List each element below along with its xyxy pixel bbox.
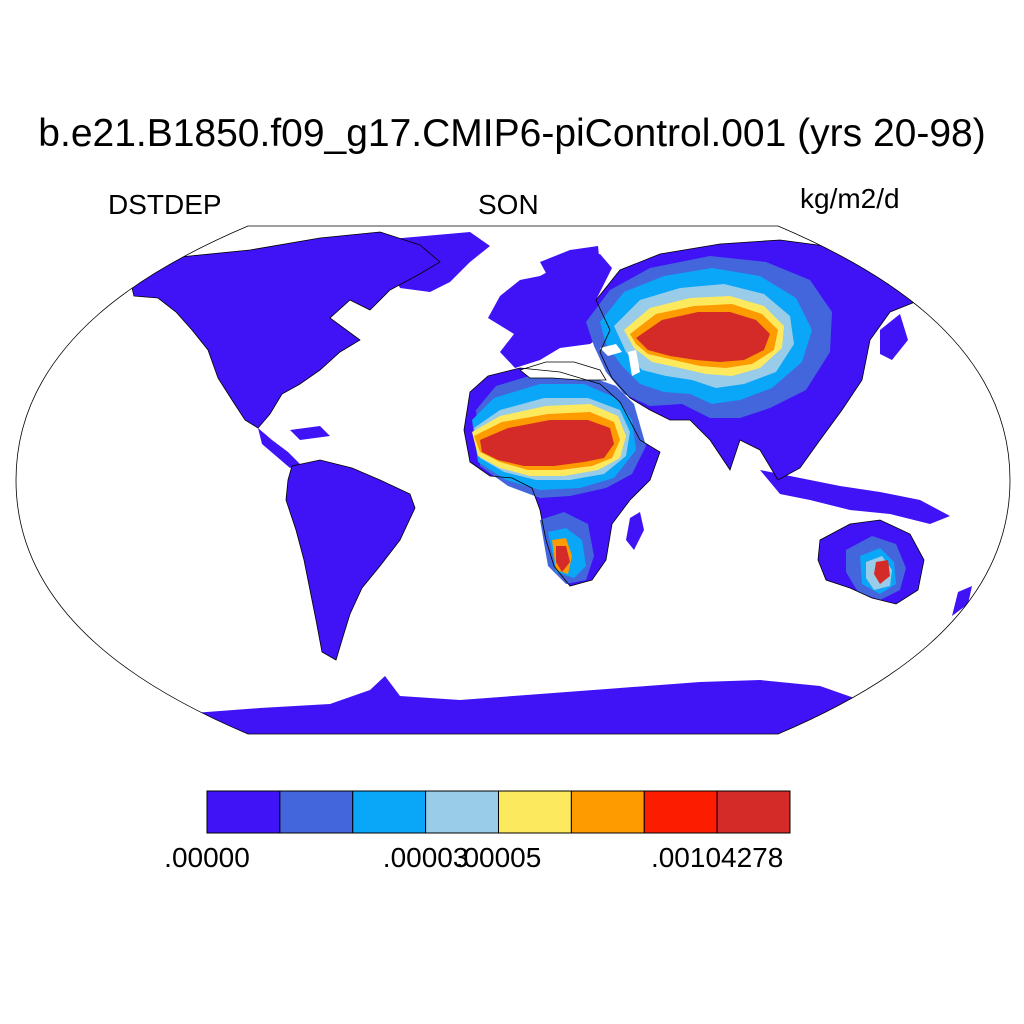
colorbar-box [643, 790, 718, 834]
colorbar-tick-label: .00003 [382, 842, 469, 873]
madagascar [626, 512, 644, 550]
colorbar-box [206, 790, 281, 834]
antarctica [150, 676, 900, 734]
colorbar-tick-label: .00000 [164, 842, 250, 873]
north-america [130, 232, 440, 428]
season-label: SON [478, 189, 539, 220]
central-america [258, 428, 300, 468]
south-america [286, 460, 415, 660]
colorbar-box [425, 790, 499, 834]
units-label: kg/m2/d [800, 183, 900, 214]
europe [488, 254, 612, 368]
map-layer [129, 231, 972, 734]
caribbean [290, 426, 330, 440]
new-zealand [952, 586, 972, 616]
colorbar-box [570, 790, 645, 834]
map-border [15, 225, 1011, 735]
colorbar-tick-label: .00005 [455, 842, 542, 873]
colorbar-tick-label: .00104278 [650, 842, 784, 873]
inland-seas [520, 344, 640, 380]
colorbar-box [279, 790, 354, 834]
scandinavia [540, 246, 600, 284]
southeast-asia-islands [760, 470, 950, 524]
colorbar-box [352, 790, 427, 834]
coastlines [129, 231, 971, 661]
greenland [380, 232, 490, 292]
japan [880, 314, 908, 360]
variable-label: DSTDEP [108, 189, 222, 220]
map-title: b.e21.B1850.f09_g17.CMIP6-piControl.001 … [38, 112, 986, 155]
colorbar-box [498, 790, 572, 834]
dust-field-red [480, 312, 890, 584]
colorbar-box [716, 790, 791, 834]
